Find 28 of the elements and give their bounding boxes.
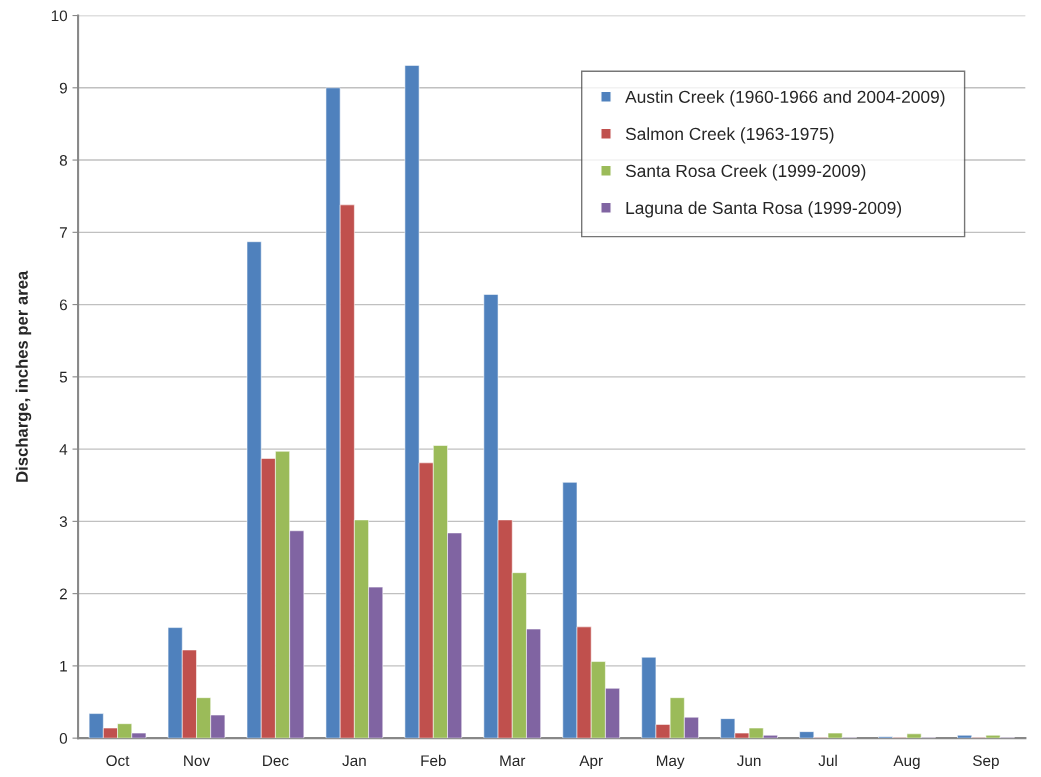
y-tick-label: 9 xyxy=(59,82,67,94)
x-tick-label: Nov xyxy=(184,755,211,767)
y-tick-label: 10 xyxy=(51,10,68,22)
y-tick-label: 8 xyxy=(59,154,67,166)
x-tick-label: Aug xyxy=(893,755,920,770)
x-tick-label: Oct xyxy=(106,755,130,767)
y-axis-title: Discharge, inches per area xyxy=(15,270,32,482)
y-tick-label: 7 xyxy=(59,227,67,238)
legend-label: Salmon Creek (1963-1975) xyxy=(625,127,834,144)
y-tick-label: 1 xyxy=(60,660,67,672)
y-tick-label: 5 xyxy=(59,371,68,383)
x-tick-label: Jan xyxy=(342,755,366,767)
x-tick-label: Apr xyxy=(579,755,603,770)
x-tick-label: Sep xyxy=(973,755,999,770)
x-tick-label: Jul xyxy=(818,754,837,767)
legend-label: Laguna de Santa Rosa (1999-2009) xyxy=(626,201,902,218)
legend-label: Santa Rosa Creek (1999-2009) xyxy=(625,164,866,181)
y-tick-label: 4 xyxy=(59,444,68,455)
x-tick-label: Jun xyxy=(737,755,761,767)
legend-label: Austin Creek (1960-1966 and 2004-2009) xyxy=(625,90,945,107)
x-tick-label: Feb xyxy=(421,754,446,767)
y-tick-label: 6 xyxy=(59,299,67,311)
y-tick-label: 2 xyxy=(59,588,67,600)
x-tick-label: May xyxy=(656,755,685,770)
y-tick-label: 0 xyxy=(59,733,68,744)
x-tick-label: Mar xyxy=(500,755,526,767)
y-tick-label: 3 xyxy=(59,516,67,528)
x-tick-label: Dec xyxy=(263,755,289,767)
